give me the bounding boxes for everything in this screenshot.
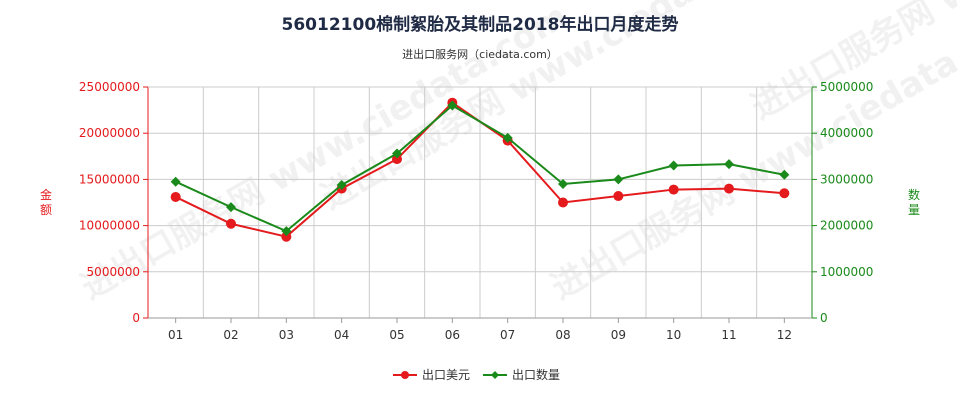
chart-title: 56012100棉制絮胎及其制品2018年出口月度走势 <box>282 14 679 35</box>
series-2-point <box>226 202 236 213</box>
series-1-point <box>170 191 181 202</box>
y-right-tick-label: 2000000 <box>820 219 873 233</box>
series-1-point <box>779 188 790 199</box>
series-1-point <box>668 184 679 195</box>
grid-layer <box>148 86 812 319</box>
series-2-point <box>392 148 402 159</box>
legend-label-1: 出口美元 <box>422 368 470 382</box>
y-right-tick-label: 4000000 <box>820 126 873 140</box>
series-2-point <box>502 132 513 143</box>
series-2-point <box>613 174 624 185</box>
series-1-point <box>558 197 568 208</box>
series-2-point <box>779 169 790 180</box>
series-2-point <box>170 176 181 187</box>
x-tick-label: 12 <box>777 328 792 342</box>
legend-marker-1 <box>401 371 409 379</box>
legend: 出口美元 出口数量 <box>393 367 560 382</box>
x-tick-label: 02 <box>223 328 238 342</box>
x-tick-label: 07 <box>500 328 515 342</box>
legend-label-2: 出口数量 <box>512 367 560 382</box>
series-2-point <box>668 160 679 171</box>
series-layer <box>170 97 790 242</box>
x-tick-label: 06 <box>445 328 460 342</box>
axes-layer: 0500000010000000150000002000000025000000… <box>40 80 920 342</box>
series-2-point <box>558 179 568 190</box>
y-right-axis-title: 数量 <box>908 187 920 217</box>
x-tick-label: 09 <box>611 328 626 342</box>
x-tick-label: 05 <box>389 328 404 342</box>
series-2-point <box>447 100 458 111</box>
series-1-point <box>392 154 402 165</box>
y-left-tick-label: 5000000 <box>87 265 140 279</box>
y-left-axis-title: 金额 <box>40 187 52 217</box>
legend-marker-2 <box>491 371 499 379</box>
y-right-tick-label: 5000000 <box>820 80 873 94</box>
series-line-2 <box>175 104 785 233</box>
y-left-tick-label: 25000000 <box>79 80 140 94</box>
watermark-1: 进出口服务网 www.ciedata.com <box>75 0 575 308</box>
x-tick-label: 08 <box>555 328 570 342</box>
y-left-tick-label: 20000000 <box>79 126 140 140</box>
y-right-tick-label: 3000000 <box>820 172 873 186</box>
series-1-point <box>724 183 734 194</box>
y-left-tick-label: 15000000 <box>79 172 140 186</box>
x-tick-label: 01 <box>168 328 183 342</box>
x-tick-label: 04 <box>334 328 349 342</box>
y-right-tick-label: 1000000 <box>820 265 873 279</box>
series-2-point <box>281 226 292 237</box>
chart-subtitle: 进出口服务网（ciedata.com） <box>402 47 558 61</box>
series-2-point <box>724 159 734 170</box>
series-1-point <box>226 218 236 229</box>
y-right-tick-label: 0 <box>820 311 828 325</box>
series-2-point <box>336 179 347 190</box>
y-left-tick-label: 10000000 <box>79 219 140 233</box>
x-tick-label: 10 <box>666 328 681 342</box>
y-left-tick-label: 0 <box>132 311 140 325</box>
series-1-point <box>613 191 624 202</box>
series-1-point <box>281 231 292 242</box>
x-tick-label: 11 <box>721 328 736 342</box>
x-tick-label: 03 <box>279 328 294 342</box>
